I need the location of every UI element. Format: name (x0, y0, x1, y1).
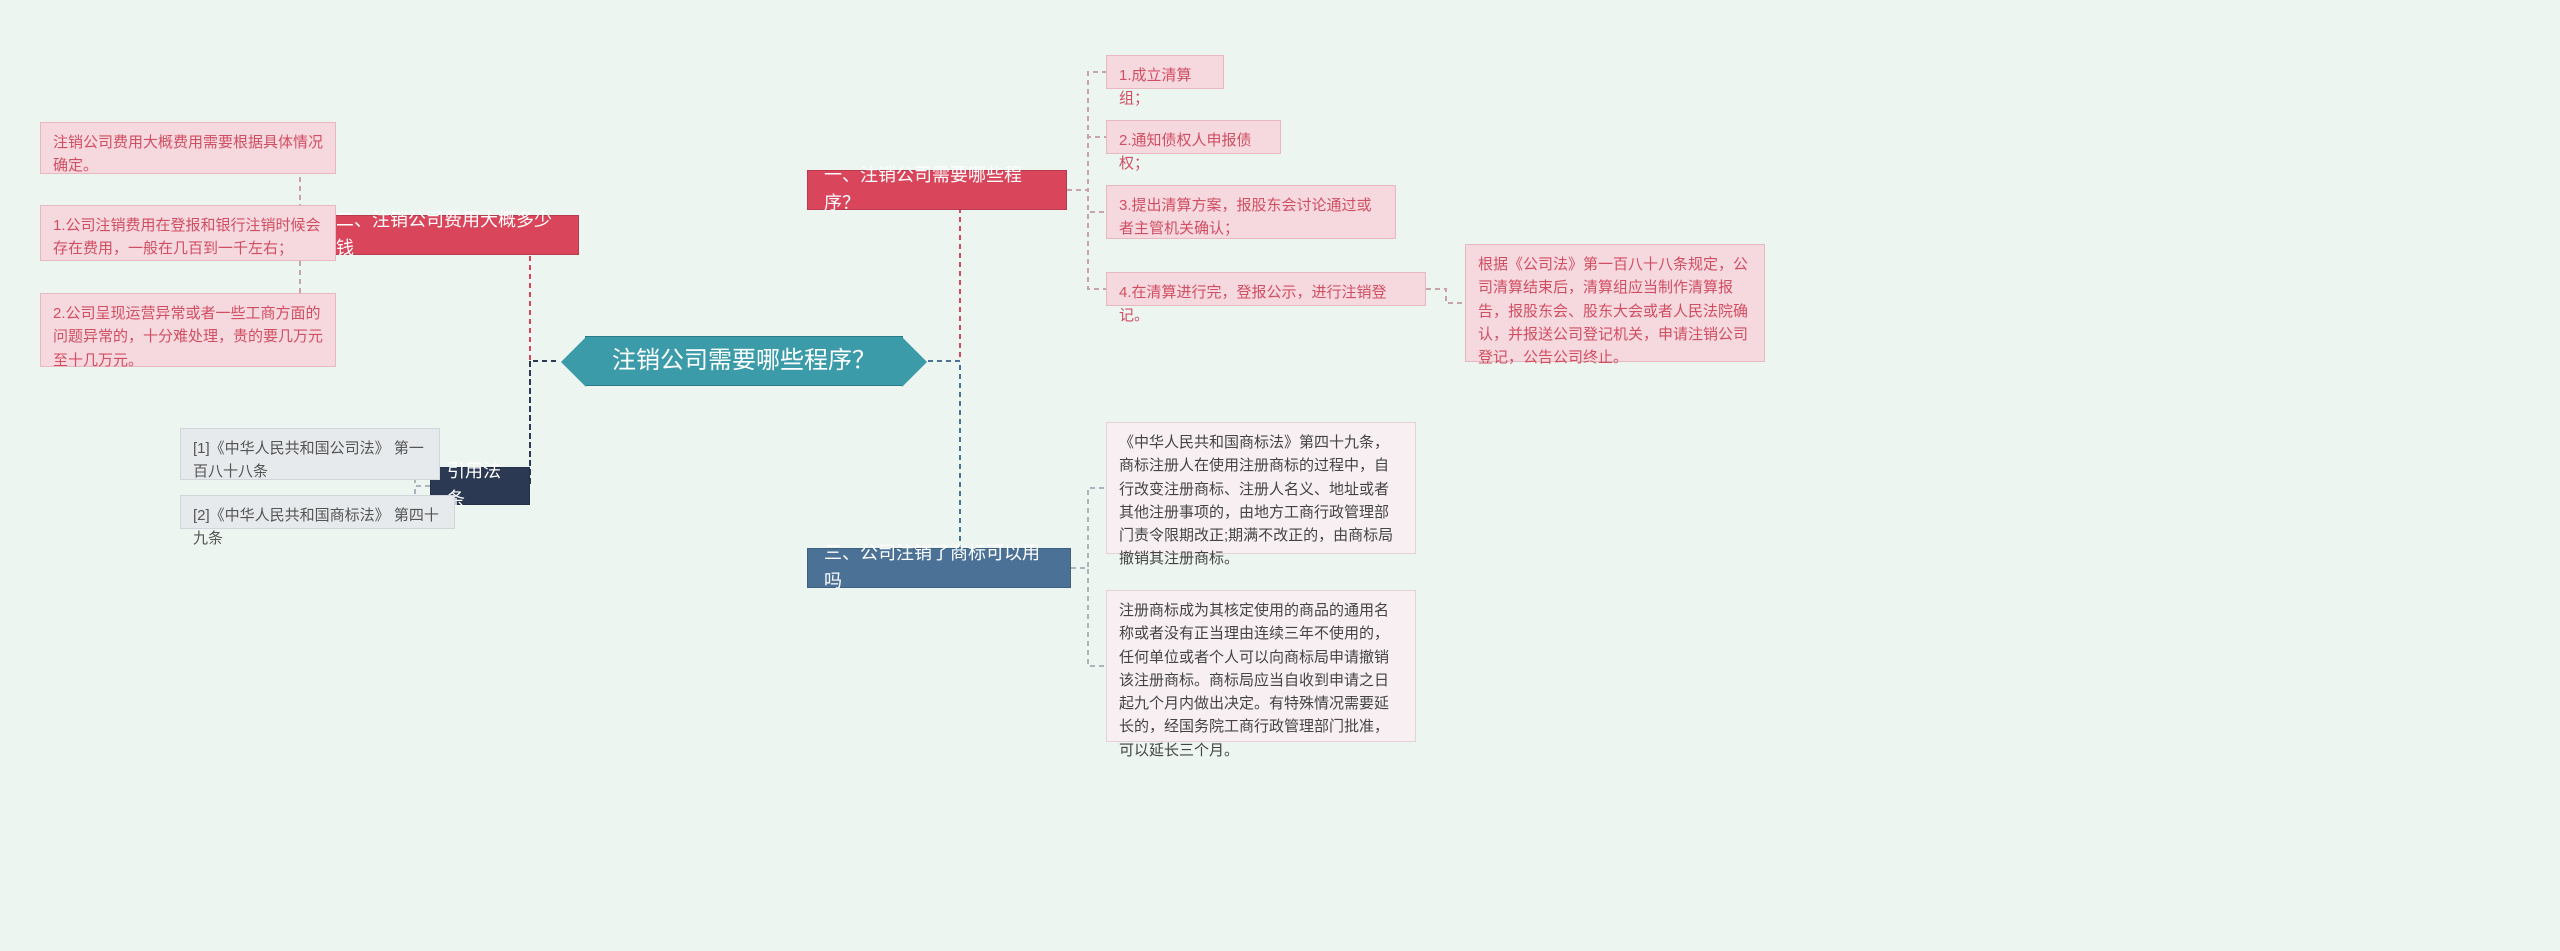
leaf-b4-2: [2]《中华人民共和国商标法》 第四十九条 (180, 495, 455, 529)
leaf-b1-3: 3.提出清算方案，报股东会讨论通过或者主管机关确认； (1106, 185, 1396, 239)
leaf-b4-1: [1]《中华人民共和国公司法》 第一百八十八条 (180, 428, 440, 480)
leaf-b2-3: 2.公司呈现运营异常或者一些工商方面的问题异常的，十分难处理，贵的要几万元至十几… (40, 293, 336, 367)
leaf-b1-1: 1.成立清算组； (1106, 55, 1224, 89)
root-node[interactable]: 注销公司需要哪些程序？ (585, 336, 903, 386)
branch-cost[interactable]: 二、注销公司费用大概多少钱 (319, 215, 579, 255)
branch-trademark[interactable]: 三、公司注销了商标可以用吗 (807, 548, 1071, 588)
leaf-b3-2: 注册商标成为其核定使用的商品的通用名称或者没有正当理由连续三年不使用的，任何单位… (1106, 590, 1416, 742)
leaf-b1-2: 2.通知债权人申报债权； (1106, 120, 1281, 154)
leaf-b3-1: 《中华人民共和国商标法》第四十九条，商标注册人在使用注册商标的过程中，自行改变注… (1106, 422, 1416, 554)
leaf-b1-4-1: 根据《公司法》第一百八十八条规定，公司清算结束后，清算组应当制作清算报告，报股东… (1465, 244, 1765, 362)
leaf-b2-2: 1.公司注销费用在登报和银行注销时候会存在费用，一般在几百到一千左右； (40, 205, 336, 261)
leaf-b2-1: 注销公司费用大概费用需要根据具体情况确定。 (40, 122, 336, 174)
branch-procedures[interactable]: 一、注销公司需要哪些程序？ (807, 170, 1067, 210)
leaf-b1-4: 4.在清算进行完，登报公示，进行注销登记。 (1106, 272, 1426, 306)
